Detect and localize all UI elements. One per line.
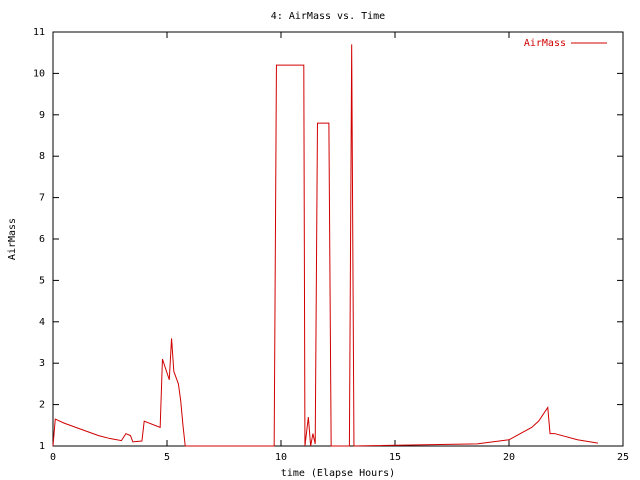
y-axis-label: AirMass bbox=[7, 218, 18, 260]
chart-title: 4: AirMass vs. Time bbox=[271, 11, 385, 22]
x-tick-label: 0 bbox=[50, 452, 56, 463]
plot-frame bbox=[52, 31, 624, 447]
y-tick-label: 5 bbox=[39, 275, 45, 286]
y-tick-label: 4 bbox=[39, 317, 45, 328]
y-tick-label: 11 bbox=[33, 27, 45, 38]
y-tick-label: 9 bbox=[39, 110, 45, 121]
x-axis-label: time (Elapse Hours) bbox=[281, 468, 395, 479]
y-tick-label: 3 bbox=[39, 358, 45, 369]
x-tick-label: 5 bbox=[164, 452, 170, 463]
y-tick-label: 8 bbox=[39, 151, 45, 162]
x-tick-label: 25 bbox=[617, 452, 629, 463]
y-tick-label: 10 bbox=[33, 68, 45, 79]
x-tick-label: 20 bbox=[503, 452, 515, 463]
legend-label: AirMass bbox=[524, 38, 566, 49]
data-line bbox=[52, 44, 598, 447]
y-tick-label: 6 bbox=[39, 234, 45, 245]
y-tick-label: 2 bbox=[39, 400, 45, 411]
x-tick-label: 15 bbox=[389, 452, 401, 463]
x-tick-label: 10 bbox=[275, 452, 287, 463]
y-tick-label: 1 bbox=[39, 441, 45, 452]
y-tick-label: 7 bbox=[39, 193, 45, 204]
